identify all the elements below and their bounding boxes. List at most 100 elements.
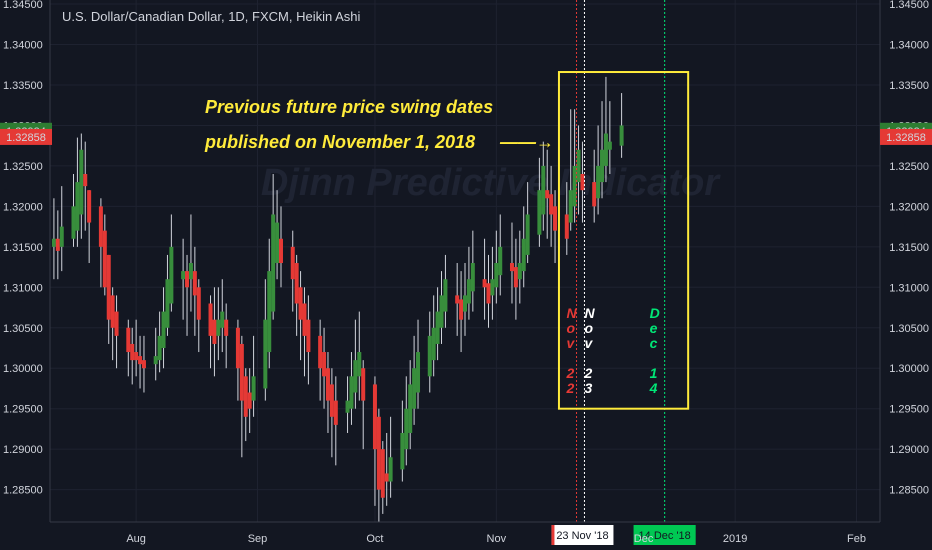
annotation-line-1: Previous future price swing dates xyxy=(205,97,493,117)
candle-body xyxy=(525,214,530,255)
candle-body xyxy=(59,226,64,247)
y-tick-label-left: 1.30000 xyxy=(3,363,43,375)
vertical-markers xyxy=(576,0,666,522)
candle-body xyxy=(553,206,558,231)
candle-body xyxy=(161,311,166,348)
x-tick-label: Sep xyxy=(248,533,268,545)
candle-body xyxy=(267,271,272,353)
y-tick-label-right: 1.30500 xyxy=(889,323,929,335)
y-tick-label-left: 1.30500 xyxy=(3,323,43,335)
candle-body xyxy=(239,343,244,401)
candle-body xyxy=(431,327,436,361)
date-badge: 14 Dec '18 xyxy=(639,530,691,542)
y-tick-label-left: 1.32000 xyxy=(3,201,43,213)
candle-body xyxy=(333,400,338,425)
y-tick-label-left: 1.29500 xyxy=(3,404,43,416)
candle-body xyxy=(600,149,605,183)
marker-letter: v xyxy=(584,335,593,351)
candle-body xyxy=(106,254,111,320)
y-tick-label-right: 1.29500 xyxy=(889,404,929,416)
marker-letter: N xyxy=(584,305,595,321)
candle-body xyxy=(459,299,464,320)
marker-letter: N xyxy=(567,305,578,321)
candle-body xyxy=(353,360,358,393)
y-tick-label-right: 1.34000 xyxy=(889,40,929,52)
candle-body xyxy=(165,279,170,328)
candle-body xyxy=(517,263,522,280)
candle-body xyxy=(580,174,585,191)
annotation-arrow: ——→ xyxy=(499,132,554,152)
candle-body xyxy=(603,133,608,166)
candle-body xyxy=(138,356,143,365)
y-tick-label-right: 1.31500 xyxy=(889,242,929,254)
candle-body xyxy=(372,384,377,450)
candle-body xyxy=(275,222,280,264)
y-tick-label-right: 1.28500 xyxy=(889,485,929,497)
candle-body xyxy=(87,190,92,223)
y-tick-label-right: 1.30000 xyxy=(889,363,929,375)
candle-body xyxy=(435,311,440,344)
swing-dates-box xyxy=(557,71,690,410)
candle-body xyxy=(157,335,162,361)
chart-title: U.S. Dollar/Canadian Dollar, 1D, FXCM, H… xyxy=(62,9,361,24)
candle-body xyxy=(243,376,248,417)
x-tick-label: Feb xyxy=(847,533,866,545)
candle-body xyxy=(376,416,381,490)
marker-letter: 2 xyxy=(583,365,592,381)
candle-body xyxy=(349,376,354,409)
x-tick-label: 2019 xyxy=(723,533,747,545)
y-tick-label-right: 1.34500 xyxy=(889,0,929,11)
candle-body xyxy=(83,174,88,187)
candle-body xyxy=(388,457,393,482)
candle-body xyxy=(596,165,601,199)
candle-body xyxy=(71,206,76,239)
candle-body xyxy=(216,319,221,336)
marker-letter: 2 xyxy=(566,380,575,396)
candle-body xyxy=(278,238,283,264)
candle-body xyxy=(470,263,475,292)
candle-body xyxy=(98,206,103,247)
candle-body xyxy=(513,267,518,288)
candle-body xyxy=(404,408,409,450)
candle-body xyxy=(185,271,190,288)
price-label-lower-right-bg xyxy=(880,128,932,145)
candle-body xyxy=(576,149,581,183)
candle-body xyxy=(400,432,405,470)
candle-body xyxy=(509,263,514,272)
candle-body xyxy=(384,473,389,482)
candle-body xyxy=(482,279,487,288)
candle-body xyxy=(134,352,139,361)
marker-letter: o xyxy=(567,320,576,336)
y-tick-label-left: 1.33500 xyxy=(3,80,43,92)
marker-letter: o xyxy=(584,320,593,336)
y-tick-label-left: 1.34500 xyxy=(3,0,43,11)
candle-body xyxy=(102,230,107,288)
candle-body xyxy=(490,279,495,296)
y-tick-label-left: 1.28500 xyxy=(3,485,43,497)
candle-body xyxy=(51,238,56,247)
candle-body xyxy=(212,319,217,344)
price-label-lower-left: 1.32858 xyxy=(6,132,46,144)
candle-body xyxy=(306,319,311,353)
candle-body xyxy=(192,271,197,296)
marker-letter: c xyxy=(650,335,658,351)
candle-body xyxy=(196,287,201,320)
y-tick-label-right: 1.31000 xyxy=(889,282,929,294)
y-tick-label-right: 1.33500 xyxy=(889,80,929,92)
candle-body xyxy=(537,190,542,235)
candle-body xyxy=(463,295,467,312)
candle-body xyxy=(427,335,432,377)
date-badge: 23 Nov '18 xyxy=(556,530,608,542)
candle-body xyxy=(439,295,444,328)
candle-body xyxy=(619,125,624,146)
candle-body xyxy=(443,279,448,312)
candle-body xyxy=(110,295,115,328)
y-tick-label-left: 1.31500 xyxy=(3,242,43,254)
candle-body xyxy=(521,238,526,272)
candle-body xyxy=(224,319,229,336)
candle-body xyxy=(325,368,330,401)
x-tick-label: Nov xyxy=(487,533,507,545)
candle-body xyxy=(220,311,225,328)
